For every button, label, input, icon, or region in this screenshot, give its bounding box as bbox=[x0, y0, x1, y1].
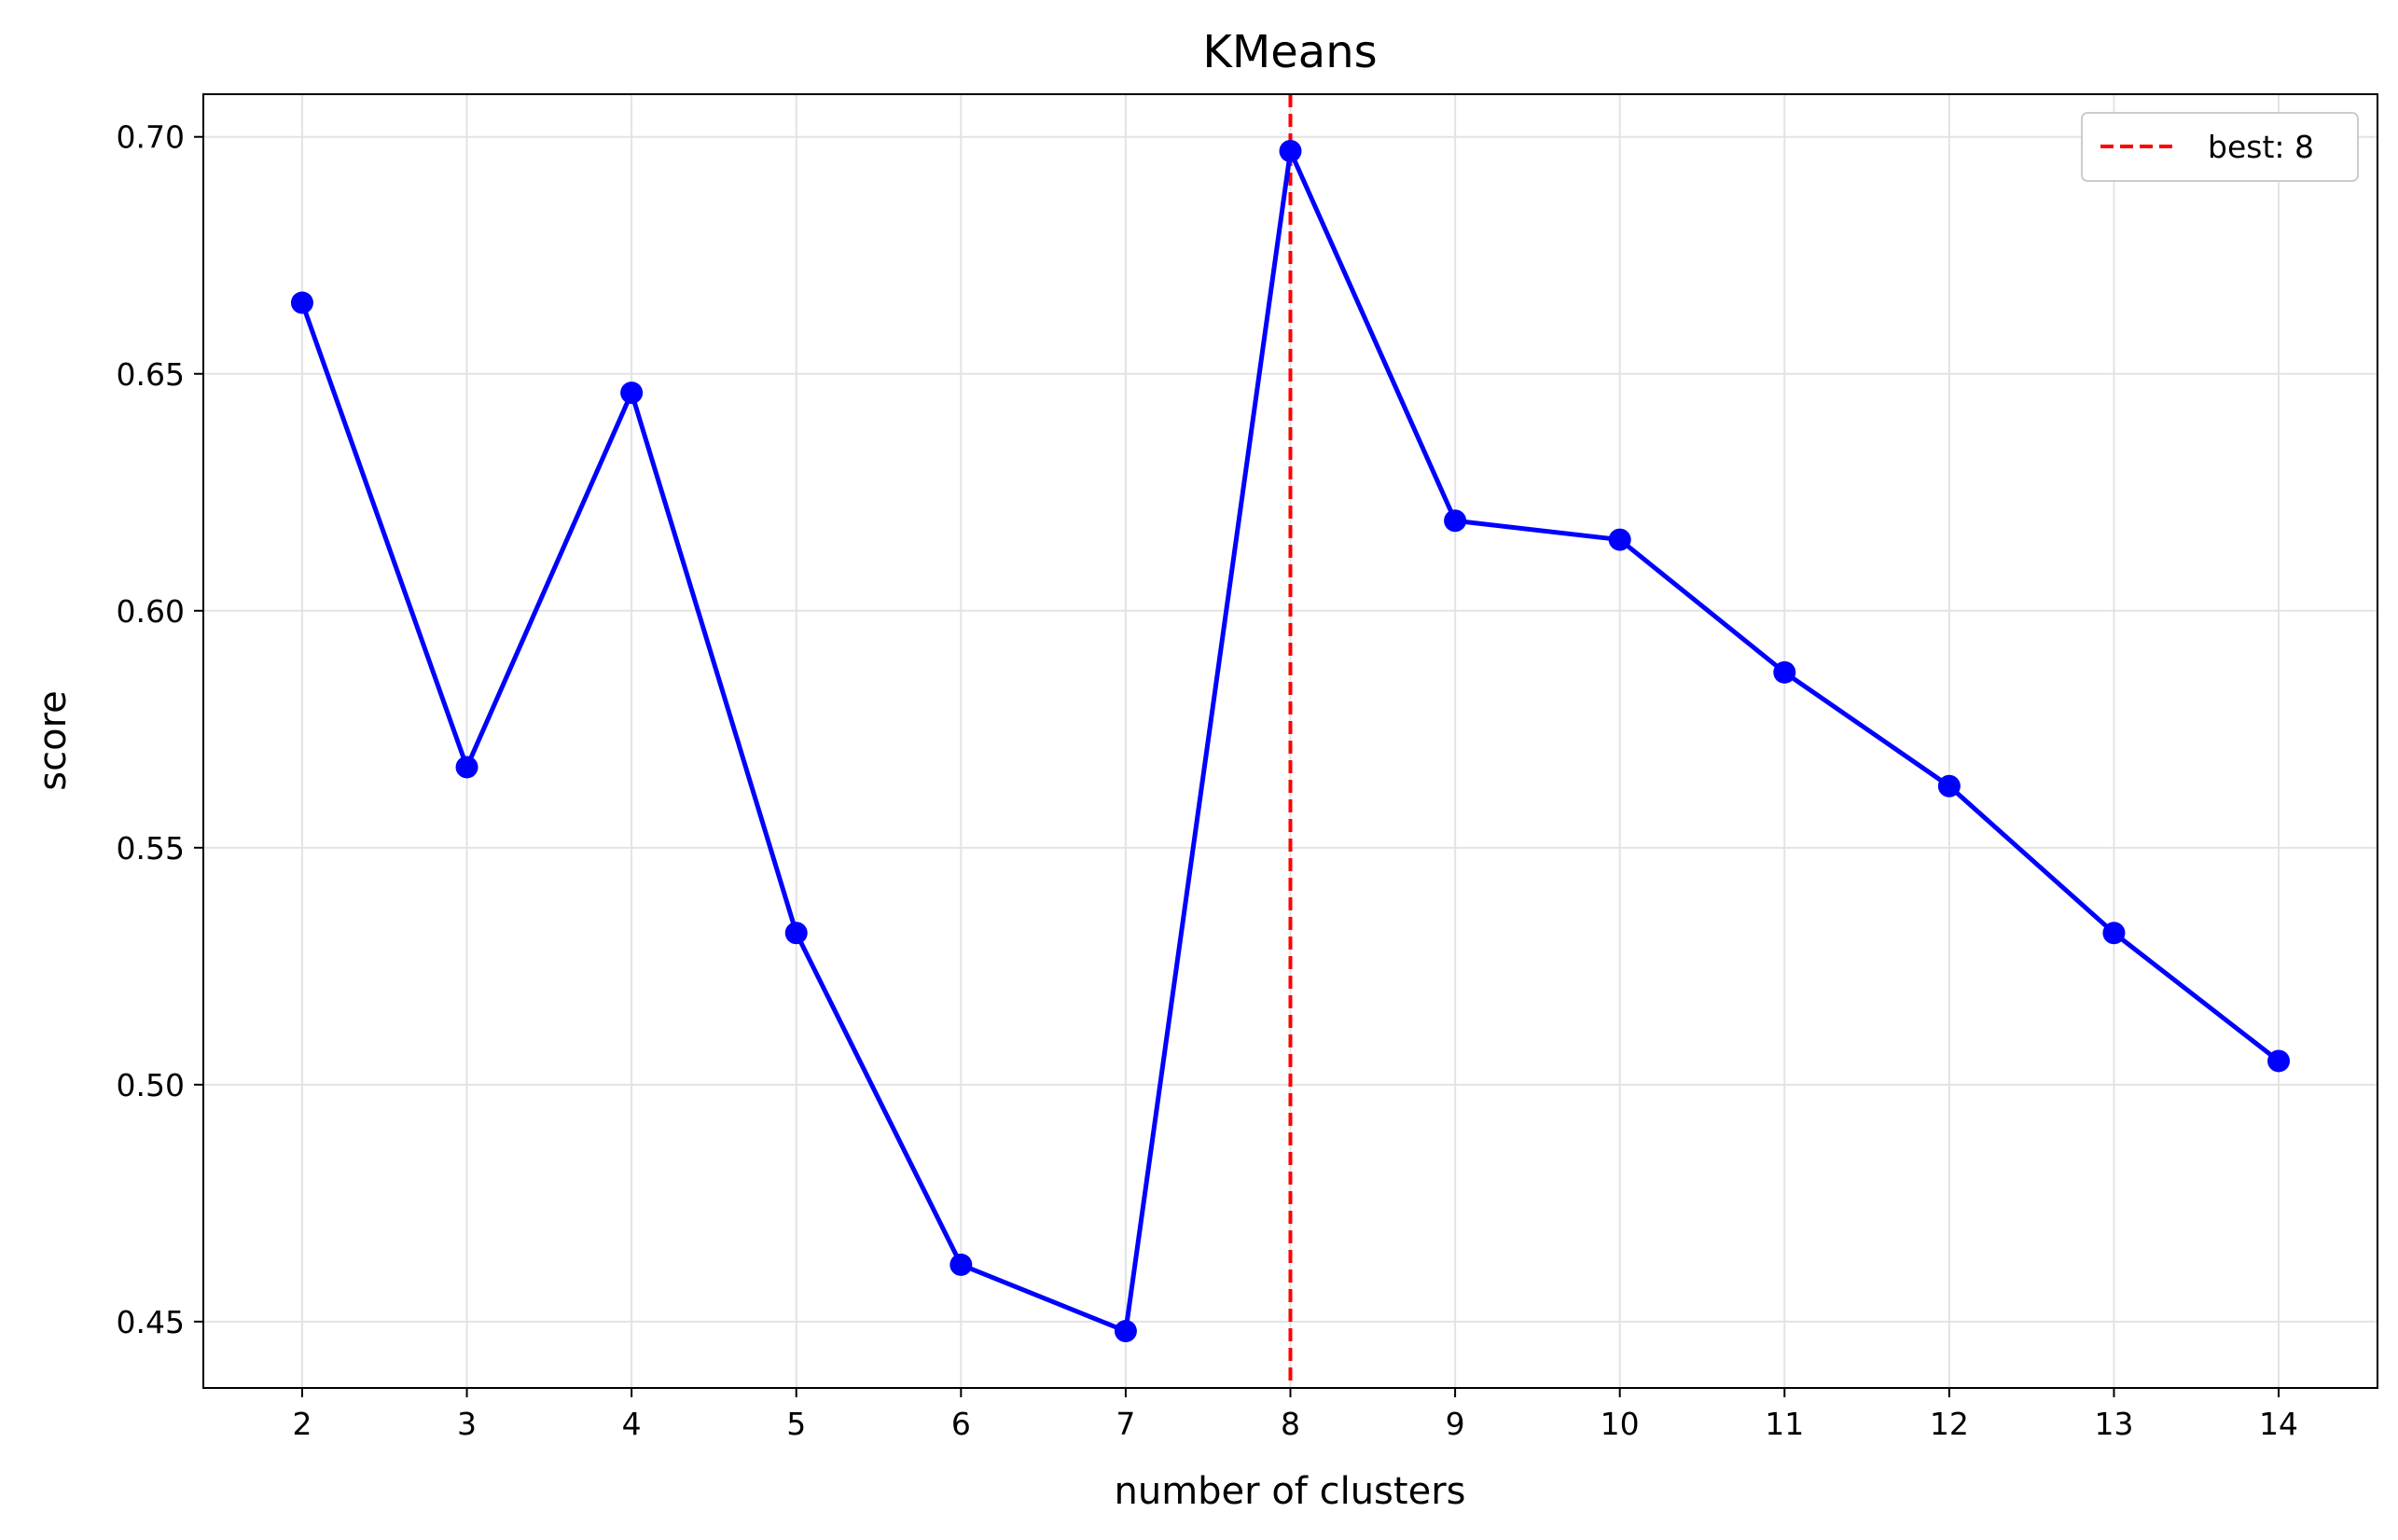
y-tick-label: 0.65 bbox=[117, 356, 185, 393]
data-point bbox=[1608, 528, 1631, 551]
data-point bbox=[2102, 922, 2126, 945]
x-tick-label: 14 bbox=[2259, 1406, 2298, 1442]
y-tick-label: 0.60 bbox=[117, 593, 185, 630]
x-axis-label: number of clusters bbox=[1115, 1470, 1466, 1513]
y-tick-label: 0.45 bbox=[117, 1304, 185, 1340]
data-point bbox=[290, 291, 313, 314]
data-point bbox=[1444, 509, 1467, 533]
y-axis-ticks: 0.45 0.50 0.55 0.60 0.65 0.70 bbox=[117, 119, 203, 1340]
x-tick-label: 10 bbox=[1601, 1406, 1640, 1442]
data-point bbox=[455, 756, 478, 779]
legend-entry-label: best: 8 bbox=[2208, 129, 2314, 165]
y-tick-label: 0.55 bbox=[117, 830, 185, 867]
x-tick-label: 4 bbox=[622, 1406, 642, 1442]
x-tick-label: 7 bbox=[1116, 1406, 1135, 1442]
y-tick-label: 0.50 bbox=[117, 1067, 185, 1103]
legend: best: 8 bbox=[2081, 112, 2359, 182]
x-tick-label: 3 bbox=[457, 1406, 477, 1442]
data-point bbox=[784, 922, 808, 945]
data-point bbox=[1279, 139, 1302, 162]
y-axis-label: score bbox=[32, 690, 75, 790]
y-tick-label: 0.70 bbox=[117, 119, 185, 156]
legend-box bbox=[2081, 112, 2359, 182]
data-point bbox=[2267, 1049, 2291, 1073]
x-tick-label: 5 bbox=[786, 1406, 806, 1442]
x-tick-label: 2 bbox=[292, 1406, 312, 1442]
data-point bbox=[1773, 660, 1796, 684]
data-point bbox=[620, 382, 644, 405]
x-tick-label: 6 bbox=[951, 1406, 971, 1442]
data-point bbox=[949, 1253, 973, 1276]
x-axis-ticks: 2 3 4 5 6 7 8 9 10 11 12 13 14 bbox=[292, 1388, 2298, 1442]
chart-title: KMeans bbox=[1202, 26, 1377, 78]
data-point bbox=[1114, 1320, 1137, 1343]
x-tick-label: 12 bbox=[1930, 1406, 1969, 1442]
series-layer bbox=[290, 139, 2291, 1343]
data-point bbox=[1937, 774, 1961, 798]
x-tick-label: 8 bbox=[1281, 1406, 1300, 1442]
x-tick-label: 11 bbox=[1765, 1406, 1804, 1442]
x-tick-label: 9 bbox=[1446, 1406, 1465, 1442]
x-tick-label: 13 bbox=[2094, 1406, 2133, 1442]
